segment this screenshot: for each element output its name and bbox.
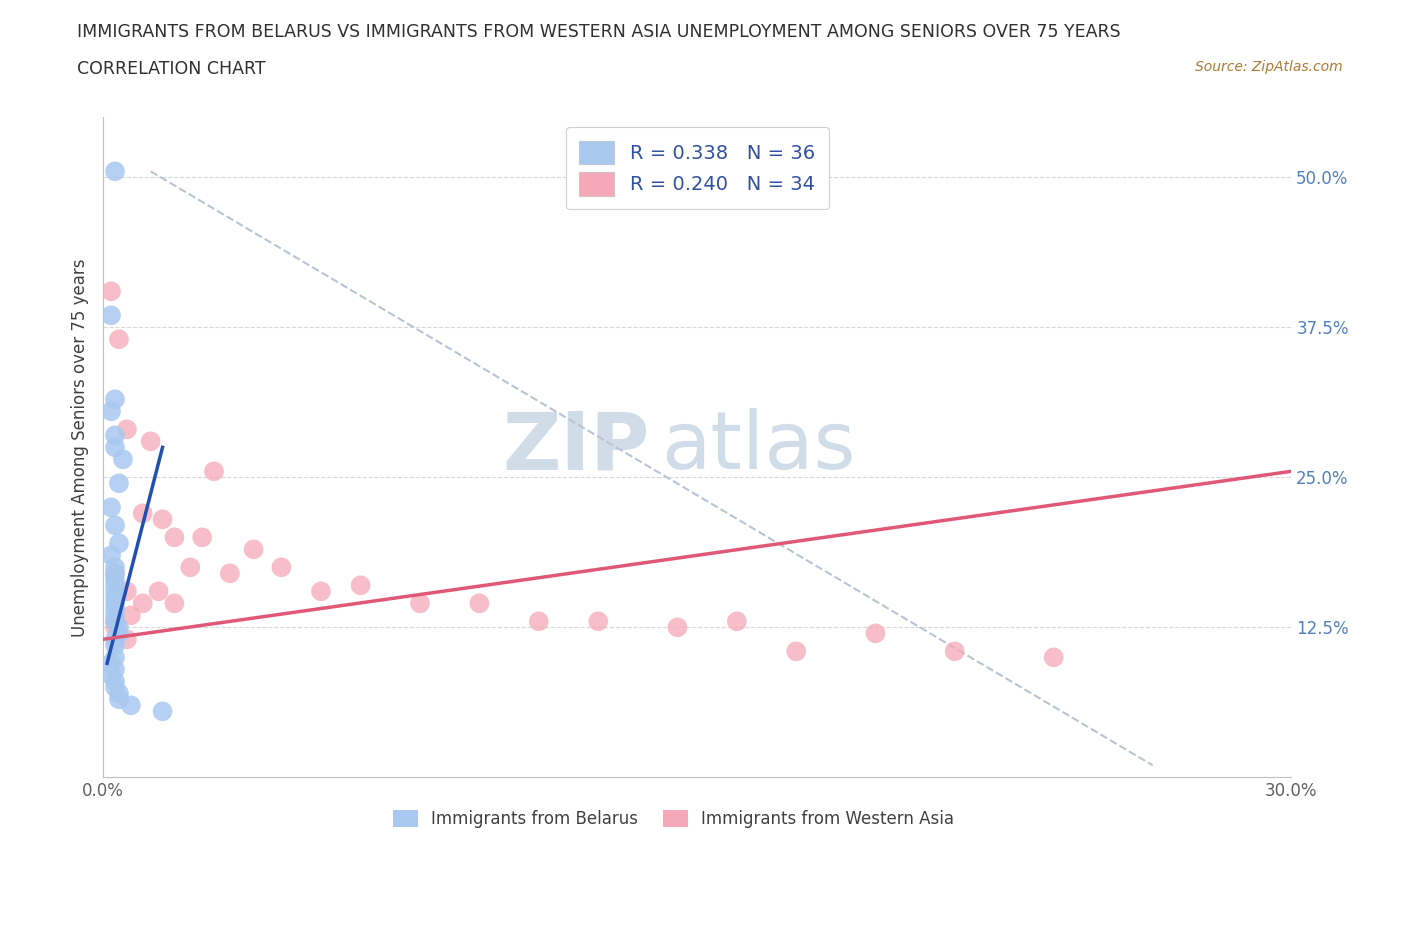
Point [104,638,127,653]
Point [108,692,131,707]
Point [120,608,142,623]
Point [586,614,609,629]
Point [108,620,131,635]
Point [104,608,127,623]
Point [349,578,371,592]
Point [104,565,127,580]
Y-axis label: Unemployment Among Seniors over 75 years: Unemployment Among Seniors over 75 years [72,258,89,636]
Text: atlas: atlas [662,408,856,486]
Point [108,536,131,551]
Point [104,680,127,695]
Point [163,530,186,545]
Point [163,596,186,611]
Point [104,614,127,629]
Point [100,404,122,418]
Point [100,548,122,563]
Point [104,614,127,629]
Point [218,565,240,580]
Point [139,434,162,449]
Point [202,464,225,479]
Point [104,164,127,179]
Text: ZIP: ZIP [502,408,650,486]
Point [104,572,127,587]
Point [148,584,170,599]
Point [108,626,131,641]
Point [115,631,138,646]
Point [104,565,127,580]
Point [468,596,491,611]
Point [104,596,127,611]
Point [104,578,127,592]
Point [120,698,142,712]
Point [132,596,155,611]
Point [104,518,127,533]
Point [100,656,122,671]
Point [100,668,122,683]
Point [104,631,127,646]
Point [100,284,122,299]
Text: Source: ZipAtlas.com: Source: ZipAtlas.com [1195,60,1343,74]
Point [104,662,127,677]
Point [100,499,122,514]
Point [270,560,292,575]
Point [104,620,127,635]
Point [104,428,127,443]
Point [108,476,131,491]
Point [865,626,887,641]
Point [104,584,127,599]
Point [111,452,134,467]
Point [1042,650,1064,665]
Point [179,560,201,575]
Point [104,560,127,575]
Point [152,512,174,526]
Point [309,584,332,599]
Point [104,440,127,455]
Point [104,602,127,617]
Legend: Immigrants from Belarus, Immigrants from Western Asia: Immigrants from Belarus, Immigrants from… [387,804,960,835]
Text: CORRELATION CHART: CORRELATION CHART [77,60,266,78]
Point [100,308,122,323]
Text: IMMIGRANTS FROM BELARUS VS IMMIGRANTS FROM WESTERN ASIA UNEMPLOYMENT AMONG SENIO: IMMIGRANTS FROM BELARUS VS IMMIGRANTS FR… [77,23,1121,41]
Point [785,644,807,658]
Point [943,644,966,658]
Point [242,542,264,557]
Point [132,506,155,521]
Point [108,686,131,701]
Point [725,614,748,629]
Point [191,530,214,545]
Point [104,674,127,689]
Point [152,704,174,719]
Point [527,614,550,629]
Point [666,620,689,635]
Point [104,590,127,604]
Point [108,332,131,347]
Point [409,596,432,611]
Point [115,422,138,437]
Point [115,584,138,599]
Point [104,392,127,406]
Point [104,650,127,665]
